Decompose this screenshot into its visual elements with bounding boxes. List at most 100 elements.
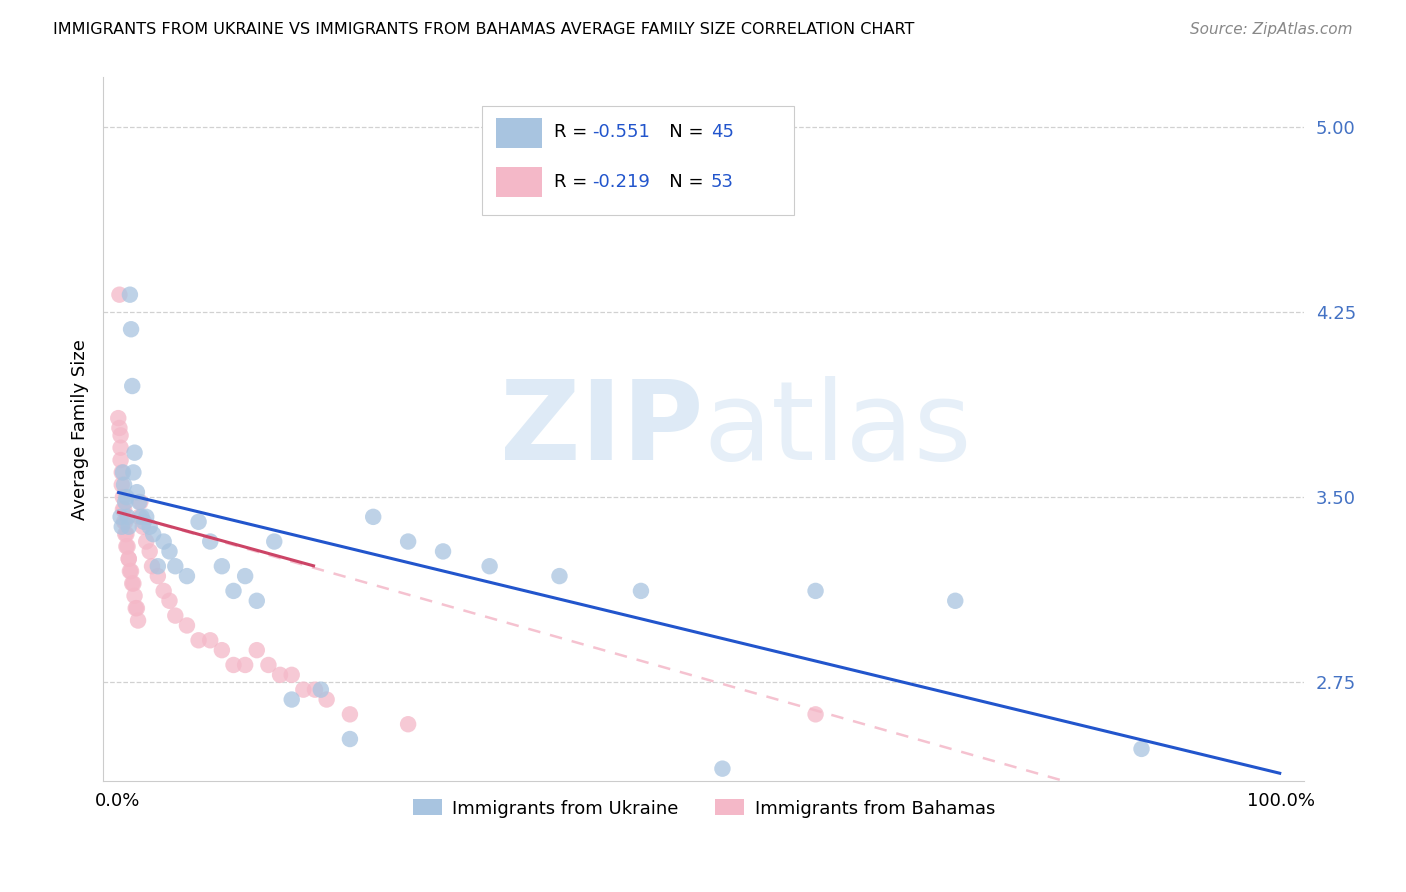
Point xyxy=(187,633,209,648)
Point xyxy=(111,490,134,504)
Point xyxy=(257,657,280,672)
Point xyxy=(107,411,129,425)
Text: R =: R = xyxy=(554,172,593,191)
Point xyxy=(233,569,256,583)
Point xyxy=(304,682,326,697)
Point xyxy=(121,576,143,591)
Point xyxy=(233,657,256,672)
Point xyxy=(309,682,332,697)
Text: -0.551: -0.551 xyxy=(592,123,650,141)
Point xyxy=(118,564,141,578)
Point xyxy=(432,544,454,558)
Point xyxy=(141,559,163,574)
Point xyxy=(200,534,222,549)
Point xyxy=(146,569,169,583)
Point xyxy=(361,509,384,524)
Point xyxy=(114,515,136,529)
Point xyxy=(246,594,269,608)
Point xyxy=(222,583,245,598)
Point xyxy=(339,707,361,722)
Point xyxy=(187,515,209,529)
Point xyxy=(280,692,302,706)
Point xyxy=(135,509,157,524)
Point xyxy=(117,540,139,554)
Point xyxy=(110,509,132,524)
Point xyxy=(804,583,827,598)
Point xyxy=(110,428,132,442)
Point xyxy=(396,717,419,731)
Point xyxy=(125,601,148,615)
Point xyxy=(117,509,139,524)
Point xyxy=(111,520,134,534)
Text: R =: R = xyxy=(554,123,593,141)
Text: N =: N = xyxy=(652,172,710,191)
Text: atlas: atlas xyxy=(704,376,973,483)
Text: 53: 53 xyxy=(711,172,734,191)
Point xyxy=(630,583,652,598)
Point xyxy=(122,466,145,480)
Point xyxy=(111,466,134,480)
Point xyxy=(110,453,132,467)
Point xyxy=(124,445,146,459)
Point xyxy=(211,643,233,657)
FancyBboxPatch shape xyxy=(482,105,794,215)
Point xyxy=(131,520,153,534)
Point xyxy=(124,589,146,603)
Point xyxy=(128,495,150,509)
Point xyxy=(114,495,136,509)
FancyBboxPatch shape xyxy=(496,168,541,197)
Point xyxy=(138,544,160,558)
Point xyxy=(152,534,174,549)
Legend: Immigrants from Ukraine, Immigrants from Bahamas: Immigrants from Ukraine, Immigrants from… xyxy=(405,792,1002,825)
Point xyxy=(548,569,571,583)
Point xyxy=(176,569,198,583)
Point xyxy=(118,287,141,301)
Point xyxy=(112,477,135,491)
Point xyxy=(165,559,187,574)
Text: ZIP: ZIP xyxy=(501,376,704,483)
Point xyxy=(111,477,134,491)
Point xyxy=(118,551,141,566)
Text: IMMIGRANTS FROM UKRAINE VS IMMIGRANTS FROM BAHAMAS AVERAGE FAMILY SIZE CORRELATI: IMMIGRANTS FROM UKRAINE VS IMMIGRANTS FR… xyxy=(53,22,915,37)
Point xyxy=(118,520,141,534)
Point xyxy=(115,527,138,541)
Text: 45: 45 xyxy=(711,123,734,141)
Point xyxy=(128,509,150,524)
Point xyxy=(108,421,131,435)
Point xyxy=(110,441,132,455)
Point xyxy=(339,732,361,747)
Point xyxy=(108,287,131,301)
Point xyxy=(146,559,169,574)
Point xyxy=(396,534,419,549)
Point xyxy=(280,668,302,682)
Point xyxy=(159,544,181,558)
Point xyxy=(115,540,138,554)
Point xyxy=(263,534,285,549)
Point xyxy=(120,322,142,336)
Point xyxy=(269,668,291,682)
Point xyxy=(127,614,149,628)
Point xyxy=(142,527,165,541)
Point xyxy=(159,594,181,608)
Point xyxy=(111,502,134,516)
Point xyxy=(129,495,152,509)
Point xyxy=(112,515,135,529)
Point xyxy=(152,583,174,598)
Point xyxy=(131,509,153,524)
Point xyxy=(246,643,269,657)
Point xyxy=(125,601,148,615)
Point xyxy=(118,551,141,566)
Text: Source: ZipAtlas.com: Source: ZipAtlas.com xyxy=(1189,22,1353,37)
Point xyxy=(711,762,734,776)
Point xyxy=(111,466,134,480)
Point xyxy=(222,657,245,672)
Point xyxy=(120,564,142,578)
Point xyxy=(176,618,198,632)
Point xyxy=(1130,742,1153,756)
Point xyxy=(125,485,148,500)
Point xyxy=(315,692,337,706)
Point xyxy=(804,707,827,722)
Point xyxy=(132,515,155,529)
Y-axis label: Average Family Size: Average Family Size xyxy=(72,339,89,520)
Point xyxy=(165,608,187,623)
